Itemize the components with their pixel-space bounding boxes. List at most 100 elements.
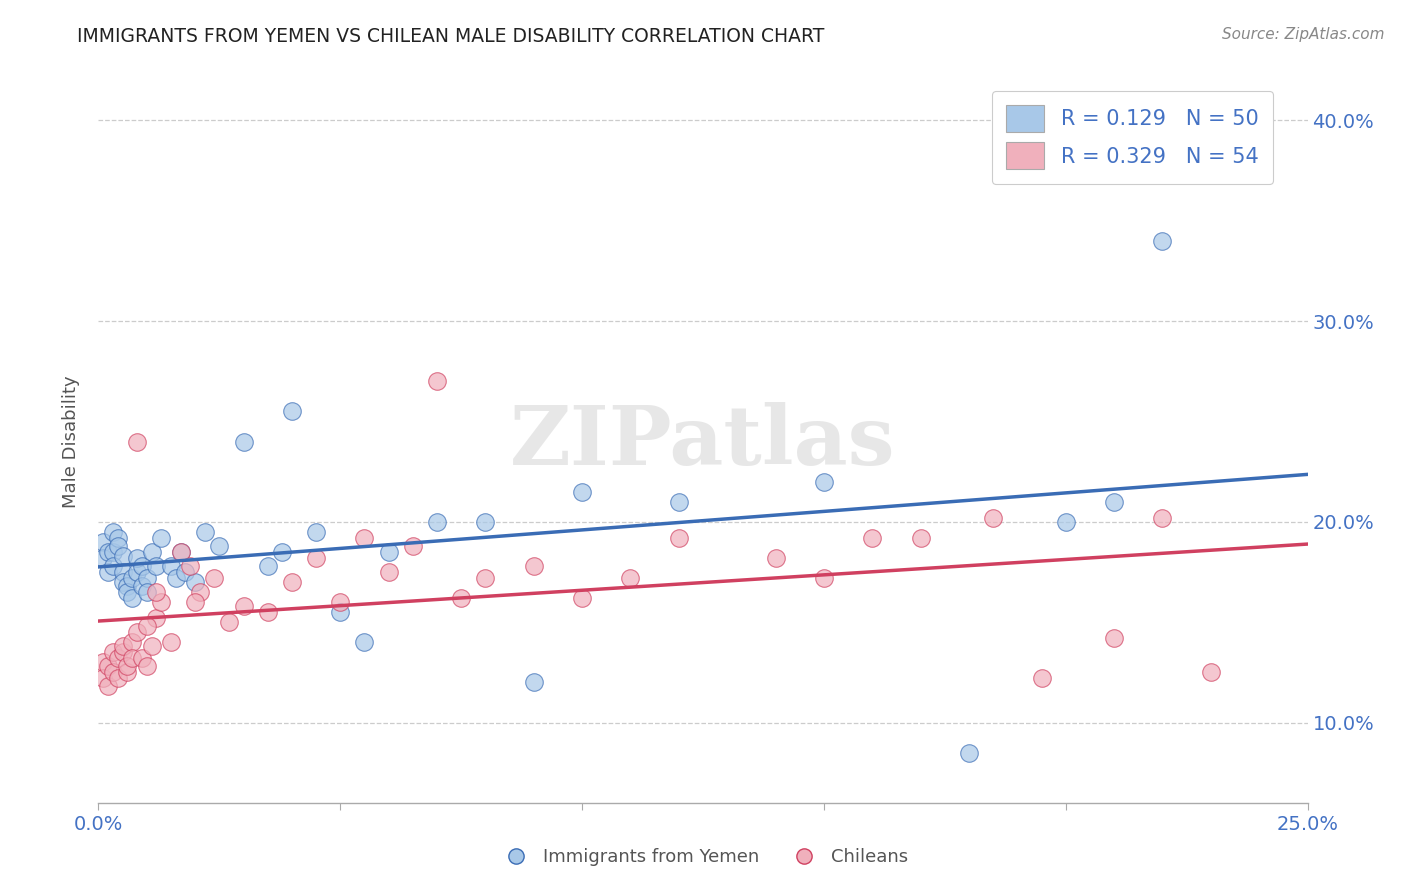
Point xyxy=(256,558,278,574)
Point xyxy=(256,605,278,619)
Point xyxy=(305,524,328,539)
Point xyxy=(910,531,932,545)
Point xyxy=(101,645,124,659)
Point xyxy=(101,524,124,539)
Point xyxy=(329,595,352,609)
Point xyxy=(145,611,167,625)
Point xyxy=(668,494,690,508)
Point xyxy=(402,539,425,553)
Point xyxy=(107,672,129,686)
Point xyxy=(111,645,134,659)
Point xyxy=(271,545,294,559)
Point xyxy=(957,746,980,760)
Point xyxy=(523,675,546,690)
Point xyxy=(97,545,120,559)
Point xyxy=(135,571,157,585)
Point xyxy=(145,585,167,599)
Point xyxy=(97,659,120,673)
Point xyxy=(135,619,157,633)
Point xyxy=(377,545,399,559)
Point xyxy=(127,565,149,579)
Point xyxy=(117,665,139,680)
Point xyxy=(232,434,254,449)
Point xyxy=(117,579,139,593)
Point xyxy=(91,655,114,669)
Point xyxy=(305,550,328,566)
Point xyxy=(150,531,173,545)
Point xyxy=(117,585,139,599)
Point xyxy=(131,558,153,574)
Point xyxy=(813,475,835,489)
Point xyxy=(145,558,167,574)
Point xyxy=(169,545,191,559)
Point xyxy=(1199,665,1222,680)
Point xyxy=(101,665,124,680)
Point xyxy=(111,639,134,653)
Point xyxy=(377,565,399,579)
Point xyxy=(150,595,173,609)
Point xyxy=(668,531,690,545)
Point xyxy=(127,625,149,640)
Point xyxy=(121,651,143,665)
Point xyxy=(184,574,207,589)
Text: Source: ZipAtlas.com: Source: ZipAtlas.com xyxy=(1222,27,1385,42)
Point xyxy=(218,615,240,630)
Point xyxy=(91,534,114,549)
Text: IMMIGRANTS FROM YEMEN VS CHILEAN MALE DISABILITY CORRELATION CHART: IMMIGRANTS FROM YEMEN VS CHILEAN MALE DI… xyxy=(77,27,825,45)
Point xyxy=(127,434,149,449)
Point xyxy=(232,599,254,614)
Point xyxy=(179,558,201,574)
Point xyxy=(1152,510,1174,524)
Point xyxy=(160,558,183,574)
Point xyxy=(1031,672,1053,686)
Point xyxy=(860,531,883,545)
Point xyxy=(426,515,449,529)
Point xyxy=(135,585,157,599)
Point xyxy=(111,565,134,579)
Point xyxy=(101,545,124,559)
Point xyxy=(131,651,153,665)
Point xyxy=(571,591,593,605)
Point xyxy=(474,515,496,529)
Point xyxy=(353,531,375,545)
Point xyxy=(97,565,120,579)
Point xyxy=(169,545,191,559)
Point xyxy=(188,585,211,599)
Point xyxy=(121,635,143,649)
Point xyxy=(135,659,157,673)
Point xyxy=(353,635,375,649)
Point xyxy=(127,550,149,566)
Point xyxy=(281,574,304,589)
Point xyxy=(1054,515,1077,529)
Point xyxy=(91,672,114,686)
Point xyxy=(107,651,129,665)
Y-axis label: Male Disability: Male Disability xyxy=(62,376,80,508)
Point xyxy=(426,374,449,388)
Point xyxy=(1152,234,1174,248)
Point xyxy=(1102,632,1125,646)
Point xyxy=(97,680,120,694)
Point xyxy=(329,605,352,619)
Point xyxy=(121,591,143,605)
Point xyxy=(194,524,217,539)
Point xyxy=(208,539,231,553)
Point xyxy=(131,579,153,593)
Point xyxy=(141,545,163,559)
Point xyxy=(107,531,129,545)
Point xyxy=(111,574,134,589)
Text: ZIPatlas: ZIPatlas xyxy=(510,401,896,482)
Point xyxy=(765,550,787,566)
Point xyxy=(174,565,197,579)
Point xyxy=(450,591,472,605)
Point xyxy=(523,558,546,574)
Point xyxy=(101,558,124,574)
Point xyxy=(204,571,226,585)
Point xyxy=(160,635,183,649)
Point xyxy=(121,571,143,585)
Point xyxy=(981,510,1004,524)
Point xyxy=(117,659,139,673)
Point xyxy=(1102,494,1125,508)
Point xyxy=(165,571,187,585)
Point xyxy=(571,484,593,499)
Point xyxy=(107,539,129,553)
